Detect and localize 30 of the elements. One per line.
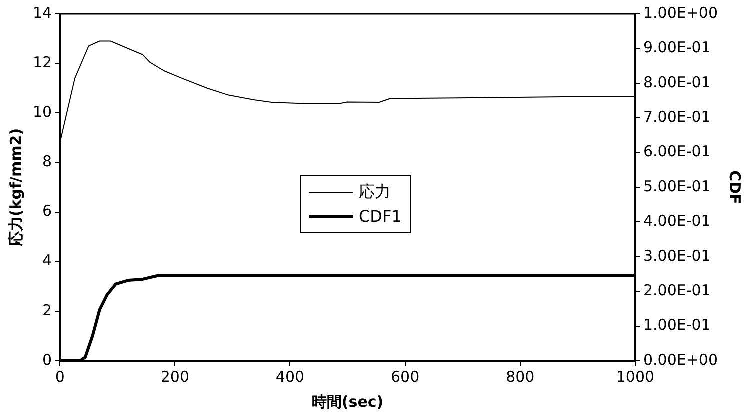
y2-tick-label: 7.00E-01 <box>643 108 711 126</box>
y2-tick-label: 9.00E-01 <box>643 38 711 57</box>
y-tick-label: 12 <box>32 53 52 72</box>
y2-tick-label: 6.00E-01 <box>643 142 711 161</box>
y2-tick-label: 8.00E-01 <box>643 73 711 92</box>
y-tick-label: 14 <box>32 4 52 22</box>
x-tick-label: 600 <box>390 368 420 386</box>
y-tick-label: 10 <box>32 103 52 122</box>
y2-tick-label: 3.00E-01 <box>643 246 711 265</box>
x-tick-label: 400 <box>276 368 305 386</box>
y-tick-label: 2 <box>42 301 52 320</box>
y2-tick-label: 2.00E-01 <box>643 281 711 300</box>
y-tick-label: 6 <box>42 202 52 220</box>
x-tick-label: 1000 <box>616 368 655 386</box>
y2-tick-label: 0.00E+00 <box>643 350 718 369</box>
y2-tick-label: 1.00E-01 <box>643 316 711 334</box>
legend-label: CDF1 <box>359 206 402 226</box>
y2-axis-title: CDF <box>726 170 744 204</box>
legend-label: 応力 <box>359 182 391 202</box>
y2-tick-label: 4.00E-01 <box>643 212 711 230</box>
x-tick-label: 800 <box>506 368 535 386</box>
y-tick-label: 8 <box>42 152 52 171</box>
y-axis-title: 応力(kgf/mm2) <box>6 128 25 248</box>
y2-tick-label: 5.00E-01 <box>643 177 711 196</box>
x-tick-label: 0 <box>55 368 65 386</box>
y2-tick-label: 1.00E+00 <box>643 4 718 22</box>
y-tick-label: 4 <box>42 252 52 270</box>
x-tick-label: 200 <box>160 368 190 386</box>
y-tick-label: 0 <box>42 350 52 369</box>
x-axis-title: 時間(sec) <box>312 392 384 411</box>
